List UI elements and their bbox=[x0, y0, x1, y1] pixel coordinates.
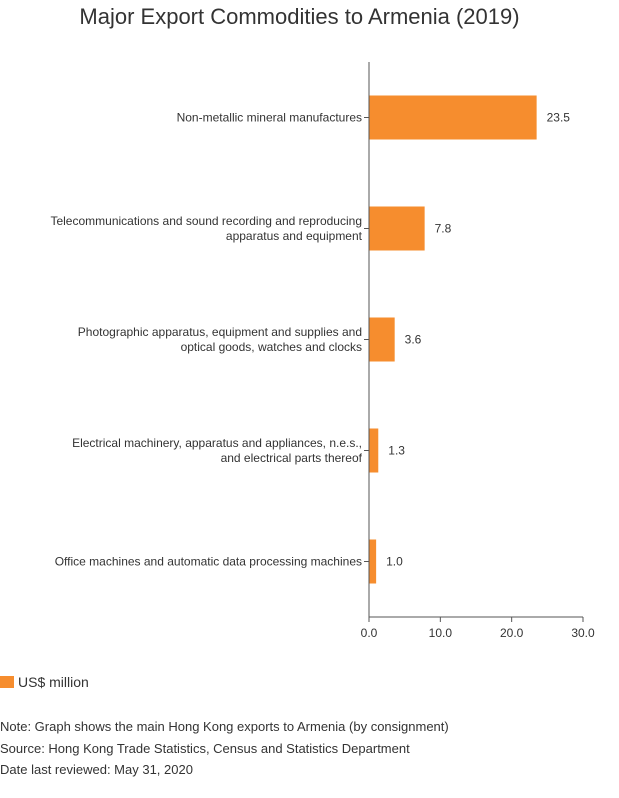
value-label: 3.6 bbox=[405, 333, 422, 347]
category-label: and electrical parts thereof bbox=[221, 451, 363, 465]
category-label: Telecommunications and sound recording a… bbox=[50, 214, 362, 228]
source-text: Source: Hong Kong Trade Statistics, Cens… bbox=[0, 740, 410, 756]
value-label: 23.5 bbox=[547, 111, 571, 125]
legend: US$ million bbox=[0, 674, 89, 690]
category-label: Photographic apparatus, equipment and su… bbox=[78, 325, 362, 339]
category-label: apparatus and equipment bbox=[226, 229, 363, 243]
date-reviewed-text: Date last reviewed: May 31, 2020 bbox=[0, 762, 193, 777]
category-label: Electrical machinery, apparatus and appl… bbox=[72, 436, 362, 450]
bar bbox=[369, 428, 379, 473]
legend-swatch bbox=[0, 676, 14, 688]
category-label: optical goods, watches and clocks bbox=[181, 340, 362, 354]
bar-chart: Non-metallic mineral manufactures Telecom… bbox=[50, 62, 595, 640]
bar bbox=[369, 206, 425, 251]
value-label: 7.8 bbox=[435, 222, 452, 236]
x-tick-label: 10.0 bbox=[429, 626, 453, 640]
note-text: Note: Graph shows the main Hong Kong exp… bbox=[0, 719, 449, 734]
bar bbox=[369, 539, 377, 584]
x-tick-label: 30.0 bbox=[571, 626, 595, 640]
bar bbox=[369, 317, 395, 362]
legend-label: US$ million bbox=[18, 674, 89, 690]
chart-title: Major Export Commodities to Armenia (201… bbox=[79, 4, 520, 29]
x-tick-label: 20.0 bbox=[500, 626, 524, 640]
value-label: 1.3 bbox=[388, 444, 405, 458]
category-label: Non-metallic mineral manufactures bbox=[177, 111, 362, 125]
category-label: Office machines and automatic data proce… bbox=[55, 555, 362, 569]
value-label: 1.0 bbox=[386, 555, 403, 569]
bar bbox=[369, 95, 537, 140]
chart-notes: Note: Graph shows the main Hong Kong exp… bbox=[0, 716, 449, 781]
x-tick-label: 0.0 bbox=[361, 626, 378, 640]
